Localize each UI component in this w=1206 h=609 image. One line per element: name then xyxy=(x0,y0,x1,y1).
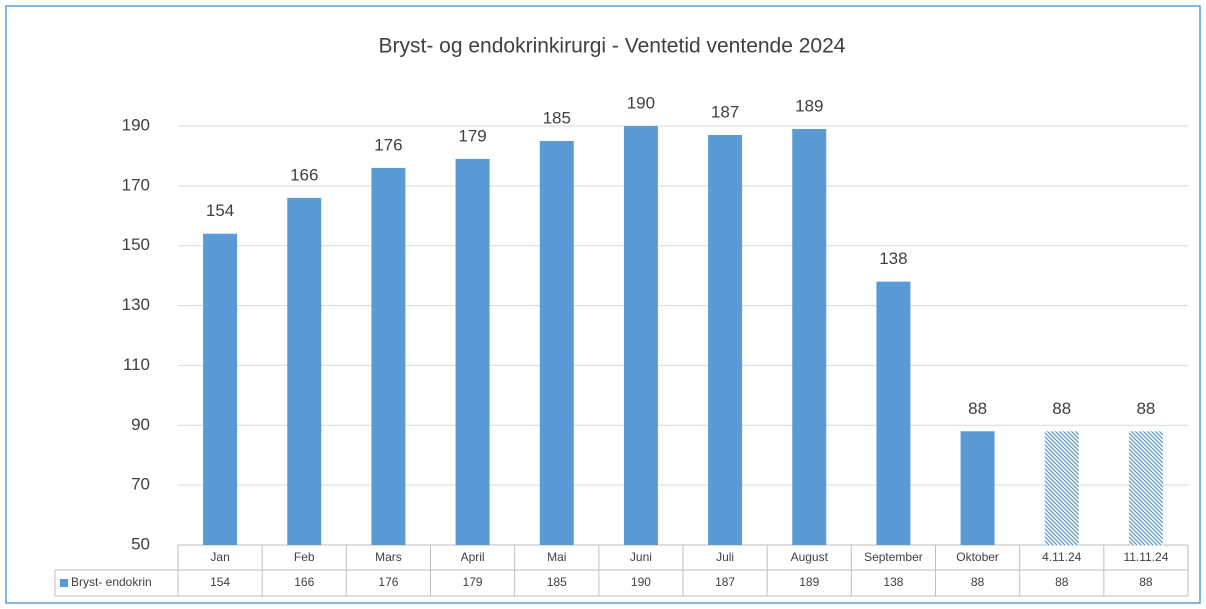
chart-title: Bryst- og endokrinkirurgi - Ventetid ven… xyxy=(379,35,846,58)
x-tick-label: April xyxy=(461,550,485,564)
x-tick-label: Feb xyxy=(294,550,315,564)
data-label: 189 xyxy=(795,96,823,115)
data-label: 138 xyxy=(879,249,907,268)
table-value: 166 xyxy=(294,575,314,589)
x-tick-label: Juli xyxy=(716,550,734,564)
bar xyxy=(960,431,995,545)
x-tick-label: Mai xyxy=(547,550,566,564)
bar xyxy=(708,134,743,545)
bar xyxy=(1044,431,1079,545)
data-label: 88 xyxy=(1136,399,1155,418)
table-value: 88 xyxy=(971,575,985,589)
x-tick-label: 11.11.24 xyxy=(1123,550,1168,564)
data-label: 166 xyxy=(290,165,318,184)
table-value: 179 xyxy=(463,575,483,589)
table-value: 138 xyxy=(883,575,903,589)
y-tick-label: 50 xyxy=(131,534,150,553)
bar xyxy=(623,126,658,545)
x-tick-label: Oktober xyxy=(956,550,999,564)
table-value: 190 xyxy=(631,575,651,589)
legend-key xyxy=(60,579,68,587)
data-label: 88 xyxy=(968,399,987,418)
data-label: 190 xyxy=(627,93,655,112)
data-label: 185 xyxy=(543,108,571,127)
y-tick-label: 70 xyxy=(131,475,150,494)
y-tick-label: 190 xyxy=(122,115,150,134)
table-value: 176 xyxy=(378,575,398,589)
bar xyxy=(792,128,827,545)
data-label: 179 xyxy=(458,126,486,145)
x-tick-label: September xyxy=(864,550,923,564)
data-label: 176 xyxy=(374,135,402,154)
bar xyxy=(539,140,574,545)
bar xyxy=(203,233,238,545)
x-tick-label: August xyxy=(791,550,829,564)
table-value: 189 xyxy=(799,575,819,589)
table-value: 154 xyxy=(210,575,230,589)
x-tick-label: Mars xyxy=(375,550,402,564)
y-tick-label: 170 xyxy=(122,175,150,194)
data-label: 154 xyxy=(206,201,234,220)
y-tick-label: 110 xyxy=(123,355,150,374)
table-value: 187 xyxy=(715,575,735,589)
table-value: 185 xyxy=(547,575,567,589)
bar xyxy=(1128,431,1163,545)
x-tick-label: Juni xyxy=(630,550,652,564)
y-tick-label: 130 xyxy=(122,295,150,314)
x-tick-label: Jan xyxy=(210,550,229,564)
table-value: 88 xyxy=(1139,575,1153,589)
y-tick-label: 150 xyxy=(122,235,150,254)
bar xyxy=(287,197,322,546)
bar xyxy=(455,158,490,545)
bar xyxy=(371,167,406,545)
table-value: 88 xyxy=(1055,575,1069,589)
data-label: 187 xyxy=(711,102,739,121)
data-label: 88 xyxy=(1052,399,1071,418)
bar xyxy=(876,281,911,545)
legend-label: Bryst- endokrin xyxy=(71,575,152,589)
chart-border xyxy=(5,5,1201,604)
y-tick-label: 90 xyxy=(131,415,150,434)
x-tick-label: 4.11.24 xyxy=(1042,550,1081,564)
